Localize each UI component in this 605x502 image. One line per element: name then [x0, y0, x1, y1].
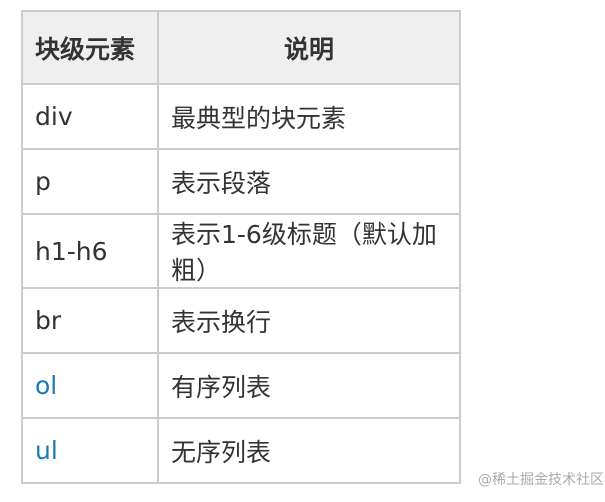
element-description: 无序列表	[157, 417, 461, 484]
header-description: 说明	[157, 10, 461, 85]
element-description: 表示换行	[157, 287, 461, 354]
table-row: div 最典型的块元素	[21, 83, 461, 150]
table-row: ul 无序列表	[21, 417, 461, 484]
table-row: p 表示段落	[21, 148, 461, 215]
element-name: div	[21, 83, 159, 150]
table-row: ol 有序列表	[21, 352, 461, 419]
element-name: h1-h6	[21, 213, 159, 289]
element-description: 表示1-6级标题（默认加粗）	[157, 213, 461, 289]
table-row: h1-h6 表示1-6级标题（默认加粗）	[21, 213, 461, 289]
element-description: 最典型的块元素	[157, 83, 461, 150]
element-link[interactable]: ol	[21, 352, 159, 419]
element-name: p	[21, 148, 159, 215]
header-block-element: 块级元素	[21, 10, 159, 85]
watermark: @稀土掘金技术社区	[478, 472, 604, 488]
table-header-row: 块级元素 说明	[21, 10, 461, 85]
table-row: br 表示换行	[21, 287, 461, 354]
element-description: 有序列表	[157, 352, 461, 419]
element-name: br	[21, 287, 159, 354]
block-elements-table: 块级元素 说明 div 最典型的块元素 p 表示段落 h1-h6 表示1-6级标题（默认加…	[21, 10, 461, 484]
element-description: 表示段落	[157, 148, 461, 215]
element-link[interactable]: ul	[21, 417, 159, 484]
